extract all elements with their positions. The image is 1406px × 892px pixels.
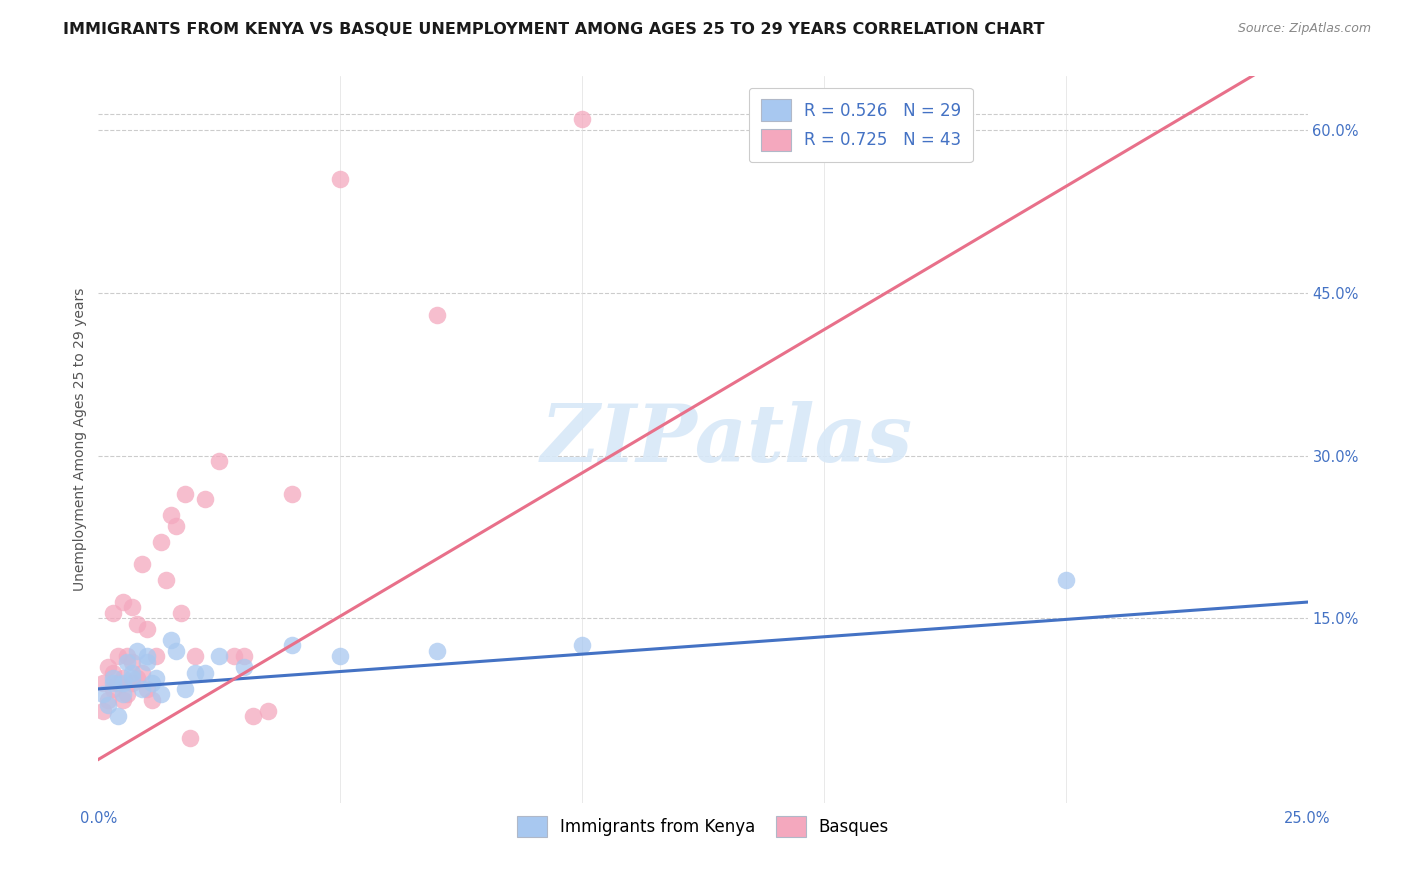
Point [232, 660, 254, 674]
Point [91, 676, 114, 690]
Text: Source: ZipAtlas.com: Source: ZipAtlas.com [1237, 22, 1371, 36]
Point [145, 671, 167, 685]
Point [97, 698, 120, 713]
Point [121, 671, 143, 685]
Point [571, 639, 593, 653]
Point [121, 655, 143, 669]
Point [184, 665, 207, 680]
Point [329, 649, 352, 664]
Point [111, 692, 134, 706]
Point [107, 709, 129, 723]
Legend: Immigrants from Kenya, Basques: Immigrants from Kenya, Basques [509, 807, 897, 846]
Point [208, 454, 231, 468]
Point [91, 687, 114, 701]
Point [127, 616, 149, 631]
Point [232, 649, 254, 664]
Point [281, 639, 304, 653]
Point [131, 665, 153, 680]
Point [208, 649, 231, 664]
Point [135, 649, 157, 664]
Point [111, 671, 134, 685]
Point [141, 676, 163, 690]
Text: ZIPatlas: ZIPatlas [541, 401, 914, 478]
Point [101, 681, 124, 696]
Point [141, 692, 163, 706]
Point [117, 687, 139, 701]
Point [101, 671, 124, 685]
Point [155, 574, 177, 588]
Point [242, 709, 264, 723]
Point [160, 633, 183, 648]
Point [169, 606, 191, 620]
Point [184, 649, 207, 664]
Point [121, 665, 143, 680]
Point [121, 676, 143, 690]
Point [1054, 574, 1077, 588]
Point [107, 649, 129, 664]
Point [107, 676, 129, 690]
Point [135, 655, 157, 669]
Point [111, 687, 134, 701]
Point [194, 491, 217, 506]
Point [281, 486, 304, 500]
Point [111, 676, 134, 690]
Point [194, 665, 217, 680]
Text: IMMIGRANTS FROM KENYA VS BASQUE UNEMPLOYMENT AMONG AGES 25 TO 29 YEARS CORRELATI: IMMIGRANTS FROM KENYA VS BASQUE UNEMPLOY… [63, 22, 1045, 37]
Point [101, 676, 124, 690]
Point [329, 172, 352, 186]
Point [135, 681, 157, 696]
Point [91, 704, 114, 718]
Point [111, 595, 134, 609]
Point [97, 660, 120, 674]
Y-axis label: Unemployment Among Ages 25 to 29 years: Unemployment Among Ages 25 to 29 years [73, 287, 87, 591]
Point [131, 557, 153, 571]
Point [571, 112, 593, 127]
Point [174, 681, 197, 696]
Point [145, 649, 167, 664]
Point [97, 692, 120, 706]
Point [165, 644, 187, 658]
Point [174, 486, 197, 500]
Point [117, 649, 139, 664]
Point [426, 644, 449, 658]
Point [121, 600, 143, 615]
Point [127, 644, 149, 658]
Point [426, 308, 449, 322]
Point [101, 606, 124, 620]
Point [127, 671, 149, 685]
Point [179, 731, 201, 745]
Point [135, 622, 157, 636]
Point [160, 508, 183, 523]
Point [131, 681, 153, 696]
Point [117, 655, 139, 669]
Point [150, 535, 173, 549]
Point [150, 687, 173, 701]
Point [222, 649, 245, 664]
Point [165, 519, 187, 533]
Point [101, 665, 124, 680]
Point [256, 704, 278, 718]
